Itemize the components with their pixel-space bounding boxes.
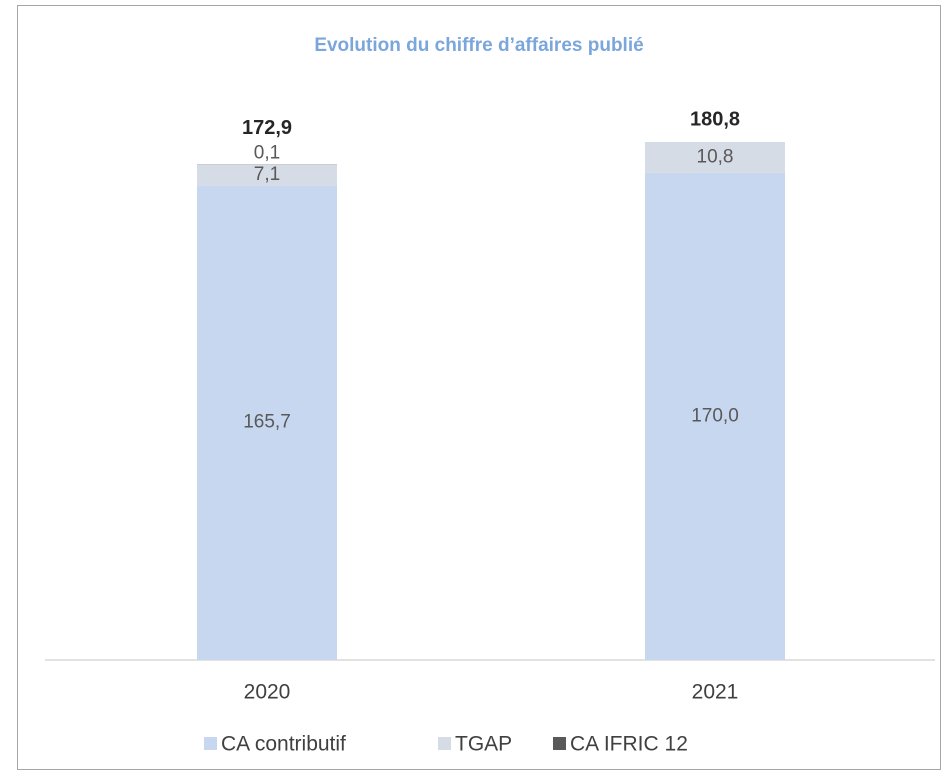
legend-label: TGAP: [455, 733, 512, 756]
legend-label: CA IFRIC 12: [570, 733, 688, 756]
data-label: 0,1: [254, 143, 280, 164]
chart-title: Evolution du chiffre d’affaires publié: [314, 35, 643, 56]
legend-swatch: [204, 737, 217, 750]
data-label: 7,1: [254, 164, 280, 185]
total-label: 180,8: [690, 108, 740, 130]
total-label: 172,9: [242, 117, 292, 139]
data-label: 170,0: [691, 405, 739, 426]
x-tick-label: 2020: [244, 681, 291, 704]
data-label: 10,8: [697, 146, 734, 167]
legend-swatch: [438, 737, 451, 750]
legend-swatch: [553, 737, 566, 750]
data-label: 165,7: [243, 412, 291, 433]
x-tick-label: 2021: [692, 681, 739, 704]
chart-frame: [18, 6, 941, 770]
legend-label: CA contributif: [221, 733, 346, 756]
